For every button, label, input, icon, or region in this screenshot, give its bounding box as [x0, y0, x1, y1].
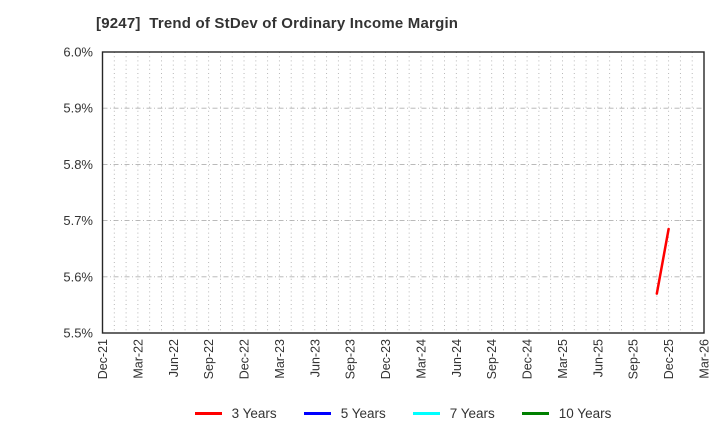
- y-tick-label: 5.5%: [63, 326, 93, 341]
- legend-line-swatch: [303, 411, 331, 415]
- x-tick-label: Dec-22: [238, 339, 252, 379]
- legend-item-7-years: 7 Years: [412, 405, 495, 421]
- x-tick-label: Sep-24: [485, 339, 499, 379]
- legend-item-3-years: 3 Years: [194, 405, 277, 421]
- plot-border: [101, 51, 705, 334]
- x-tick-label: Sep-23: [344, 339, 358, 379]
- x-tick-label: Sep-22: [202, 339, 216, 379]
- series-line-3-years: [655, 227, 670, 295]
- x-tick-label: Jun-22: [167, 339, 181, 377]
- x-tick-label: Jun-24: [450, 339, 464, 377]
- y-tick-label: 5.8%: [63, 157, 93, 172]
- y-tick-label: 5.9%: [63, 101, 93, 116]
- y-tick-label: 5.7%: [63, 213, 93, 228]
- x-tick-label: Dec-25: [662, 339, 676, 379]
- x-tick-label: Dec-21: [96, 339, 110, 379]
- legend-line-swatch: [412, 411, 440, 415]
- x-tick-label: Mar-24: [414, 339, 428, 379]
- legend-label: 3 Years: [231, 405, 277, 421]
- x-tick-label: Mar-26: [698, 339, 712, 379]
- legend-line-swatch: [521, 411, 549, 415]
- legend-item-10-years: 10 Years: [521, 405, 612, 421]
- y-tick-label: 5.6%: [63, 269, 93, 284]
- legend-label: 5 Years: [340, 405, 386, 421]
- legend-line-swatch: [194, 411, 222, 415]
- legend-item-5-years: 5 Years: [303, 405, 386, 421]
- legend-label: 10 Years: [558, 405, 612, 421]
- x-tick-label: Mar-23: [273, 339, 287, 379]
- x-tick-label: Mar-25: [556, 339, 570, 379]
- y-tick-label: 6.0%: [63, 45, 93, 60]
- x-tick-label: Mar-22: [131, 339, 145, 379]
- x-tick-label: Dec-24: [521, 339, 535, 379]
- x-tick-label: Dec-23: [379, 339, 393, 379]
- legend-label: 7 Years: [449, 405, 495, 421]
- chart-legend: 3 Years 5 Years 7 Years 10 Years: [102, 399, 704, 427]
- x-tick-label: Jun-23: [308, 339, 322, 377]
- x-tick-label: Jun-25: [591, 339, 605, 377]
- x-tick-label: Sep-25: [627, 339, 641, 379]
- chart-title: [9247] Trend of StDev of Ordinary Income…: [96, 15, 459, 32]
